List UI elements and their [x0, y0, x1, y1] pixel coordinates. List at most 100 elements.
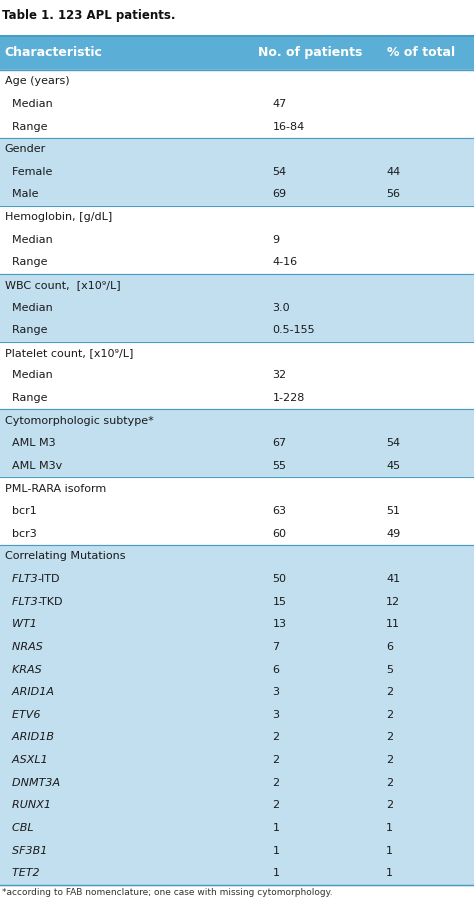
Bar	[0, 115, 474, 138]
Text: 67: 67	[273, 438, 287, 448]
Bar	[0, 477, 474, 500]
Text: Gender: Gender	[5, 145, 46, 154]
Bar	[0, 681, 474, 703]
Text: 2: 2	[386, 778, 393, 788]
Text: 13: 13	[273, 620, 287, 629]
Bar	[0, 749, 474, 771]
Text: -TKD: -TKD	[37, 597, 63, 607]
Text: -ITD: -ITD	[37, 574, 60, 584]
Text: ETV6: ETV6	[5, 709, 40, 720]
Bar	[0, 409, 474, 432]
Text: 11: 11	[386, 620, 401, 629]
Text: 47: 47	[273, 99, 287, 109]
Text: 1: 1	[273, 846, 280, 856]
Text: 54: 54	[273, 167, 287, 177]
Text: CBL: CBL	[5, 823, 33, 833]
Text: 54: 54	[386, 438, 401, 448]
Text: ARID1A: ARID1A	[5, 687, 54, 697]
Text: Correlating Mutations: Correlating Mutations	[5, 551, 125, 561]
Bar	[0, 703, 474, 726]
Bar	[0, 341, 474, 365]
Text: 2: 2	[386, 800, 393, 810]
Text: 2: 2	[273, 755, 280, 765]
Text: 45: 45	[386, 461, 401, 471]
Text: TET2: TET2	[5, 868, 39, 878]
Bar	[0, 365, 474, 387]
Bar	[0, 432, 474, 454]
Text: Male: Male	[5, 189, 38, 199]
Bar	[0, 206, 474, 228]
Bar	[0, 816, 474, 840]
Bar	[0, 613, 474, 636]
Text: Median: Median	[5, 234, 53, 245]
Text: WT1: WT1	[5, 620, 36, 629]
Text: Female: Female	[5, 167, 52, 177]
Bar	[0, 161, 474, 183]
Bar	[0, 726, 474, 749]
Text: 2: 2	[386, 733, 393, 743]
Text: 2: 2	[273, 800, 280, 810]
Text: 2: 2	[273, 733, 280, 743]
Text: 32: 32	[273, 371, 287, 381]
Text: 5: 5	[386, 665, 393, 674]
Text: 2: 2	[386, 709, 393, 720]
Bar	[0, 319, 474, 341]
Text: Platelet count, [x10⁹/L]: Platelet count, [x10⁹/L]	[5, 348, 133, 357]
Text: 4-16: 4-16	[273, 258, 298, 268]
Text: 1: 1	[273, 823, 280, 833]
Text: 55: 55	[273, 461, 287, 471]
Bar	[0, 771, 474, 794]
Text: No. of patients: No. of patients	[258, 47, 363, 59]
Text: 9: 9	[273, 234, 280, 245]
Bar	[0, 274, 474, 296]
Bar	[0, 228, 474, 251]
Bar	[0, 454, 474, 477]
Text: 60: 60	[273, 529, 287, 539]
Text: 2: 2	[273, 778, 280, 788]
Text: Hemoglobin, [g/dL]: Hemoglobin, [g/dL]	[5, 212, 112, 222]
Bar	[0, 794, 474, 816]
Text: 6: 6	[273, 665, 280, 674]
Text: % of total: % of total	[387, 47, 455, 59]
Text: ASXL1: ASXL1	[5, 755, 47, 765]
Text: 0.5-155: 0.5-155	[273, 325, 315, 335]
Text: 15: 15	[273, 597, 287, 607]
Text: *according to FAB nomenclature; one case with missing cytomorphology.: *according to FAB nomenclature; one case…	[2, 888, 333, 897]
Text: FLT3: FLT3	[5, 597, 37, 607]
Bar	[0, 36, 474, 70]
Text: Cytomorphologic subtype*: Cytomorphologic subtype*	[5, 416, 154, 426]
Bar	[0, 251, 474, 274]
Text: AML M3: AML M3	[5, 438, 55, 448]
Text: Range: Range	[5, 393, 47, 403]
Text: 51: 51	[386, 506, 401, 516]
Text: 49: 49	[386, 529, 401, 539]
Text: 7: 7	[273, 642, 280, 652]
Text: 2: 2	[386, 755, 393, 765]
Bar	[0, 568, 474, 590]
Bar	[0, 387, 474, 409]
Text: SF3B1: SF3B1	[5, 846, 47, 856]
Text: DNMT3A: DNMT3A	[5, 778, 60, 788]
Text: Median: Median	[5, 99, 53, 109]
Text: Range: Range	[5, 121, 47, 132]
Text: Characteristic: Characteristic	[5, 47, 102, 59]
Bar	[0, 840, 474, 862]
Text: 6: 6	[386, 642, 393, 652]
Text: 3: 3	[273, 709, 280, 720]
Text: AML M3v: AML M3v	[5, 461, 62, 471]
Bar	[0, 92, 474, 115]
Bar	[0, 183, 474, 206]
Bar	[0, 862, 474, 885]
Text: Median: Median	[5, 371, 53, 381]
Bar	[0, 590, 474, 613]
Text: bcr1: bcr1	[5, 506, 36, 516]
Text: 41: 41	[386, 574, 401, 584]
Text: 3: 3	[273, 687, 280, 697]
Text: 69: 69	[273, 189, 287, 199]
Text: WBC count,  [x10⁹/L]: WBC count, [x10⁹/L]	[5, 280, 120, 290]
Text: 2: 2	[386, 687, 393, 697]
Text: PML-RARA isoform: PML-RARA isoform	[5, 484, 106, 494]
Text: Range: Range	[5, 325, 47, 335]
Text: FLT3: FLT3	[5, 574, 37, 584]
Text: NRAS: NRAS	[5, 642, 43, 652]
